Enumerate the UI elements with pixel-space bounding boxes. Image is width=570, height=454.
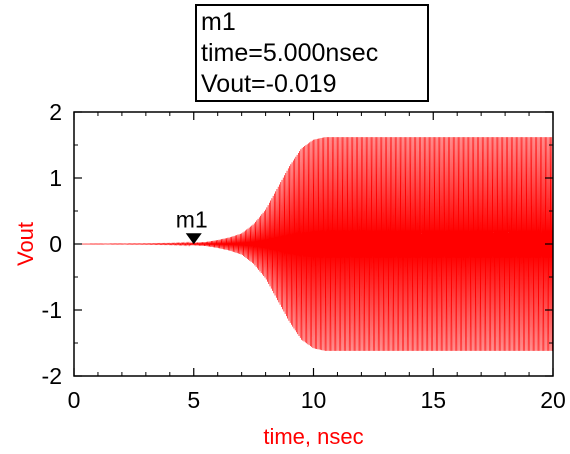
x-tick-label: 0: [68, 387, 81, 413]
y-tick-label: 0: [49, 231, 62, 257]
marker-readout-box: m1 time=5.000nsec Vout=-0.019: [195, 4, 429, 102]
x-axis-label: time, nsec: [263, 424, 363, 449]
x-tick-label: 20: [540, 387, 566, 413]
y-axis-label: Vout: [13, 222, 38, 266]
marker-label: m1: [176, 206, 208, 232]
vout-trace: [74, 137, 554, 351]
marker-value-readout: Vout=-0.019: [201, 70, 337, 98]
y-tick-label: -1: [42, 297, 62, 323]
x-tick-label: 5: [187, 387, 200, 413]
y-tick-label: 1: [49, 165, 62, 191]
marker-triangle-icon: [185, 233, 202, 245]
y-tick-label: -2: [42, 363, 62, 389]
x-tick-label: 10: [301, 387, 327, 413]
x-tick-label: 15: [420, 387, 446, 413]
y-tick-label: 2: [49, 99, 62, 125]
marker-name: m1: [201, 8, 236, 36]
marker-time-readout: time=5.000nsec: [201, 39, 379, 67]
